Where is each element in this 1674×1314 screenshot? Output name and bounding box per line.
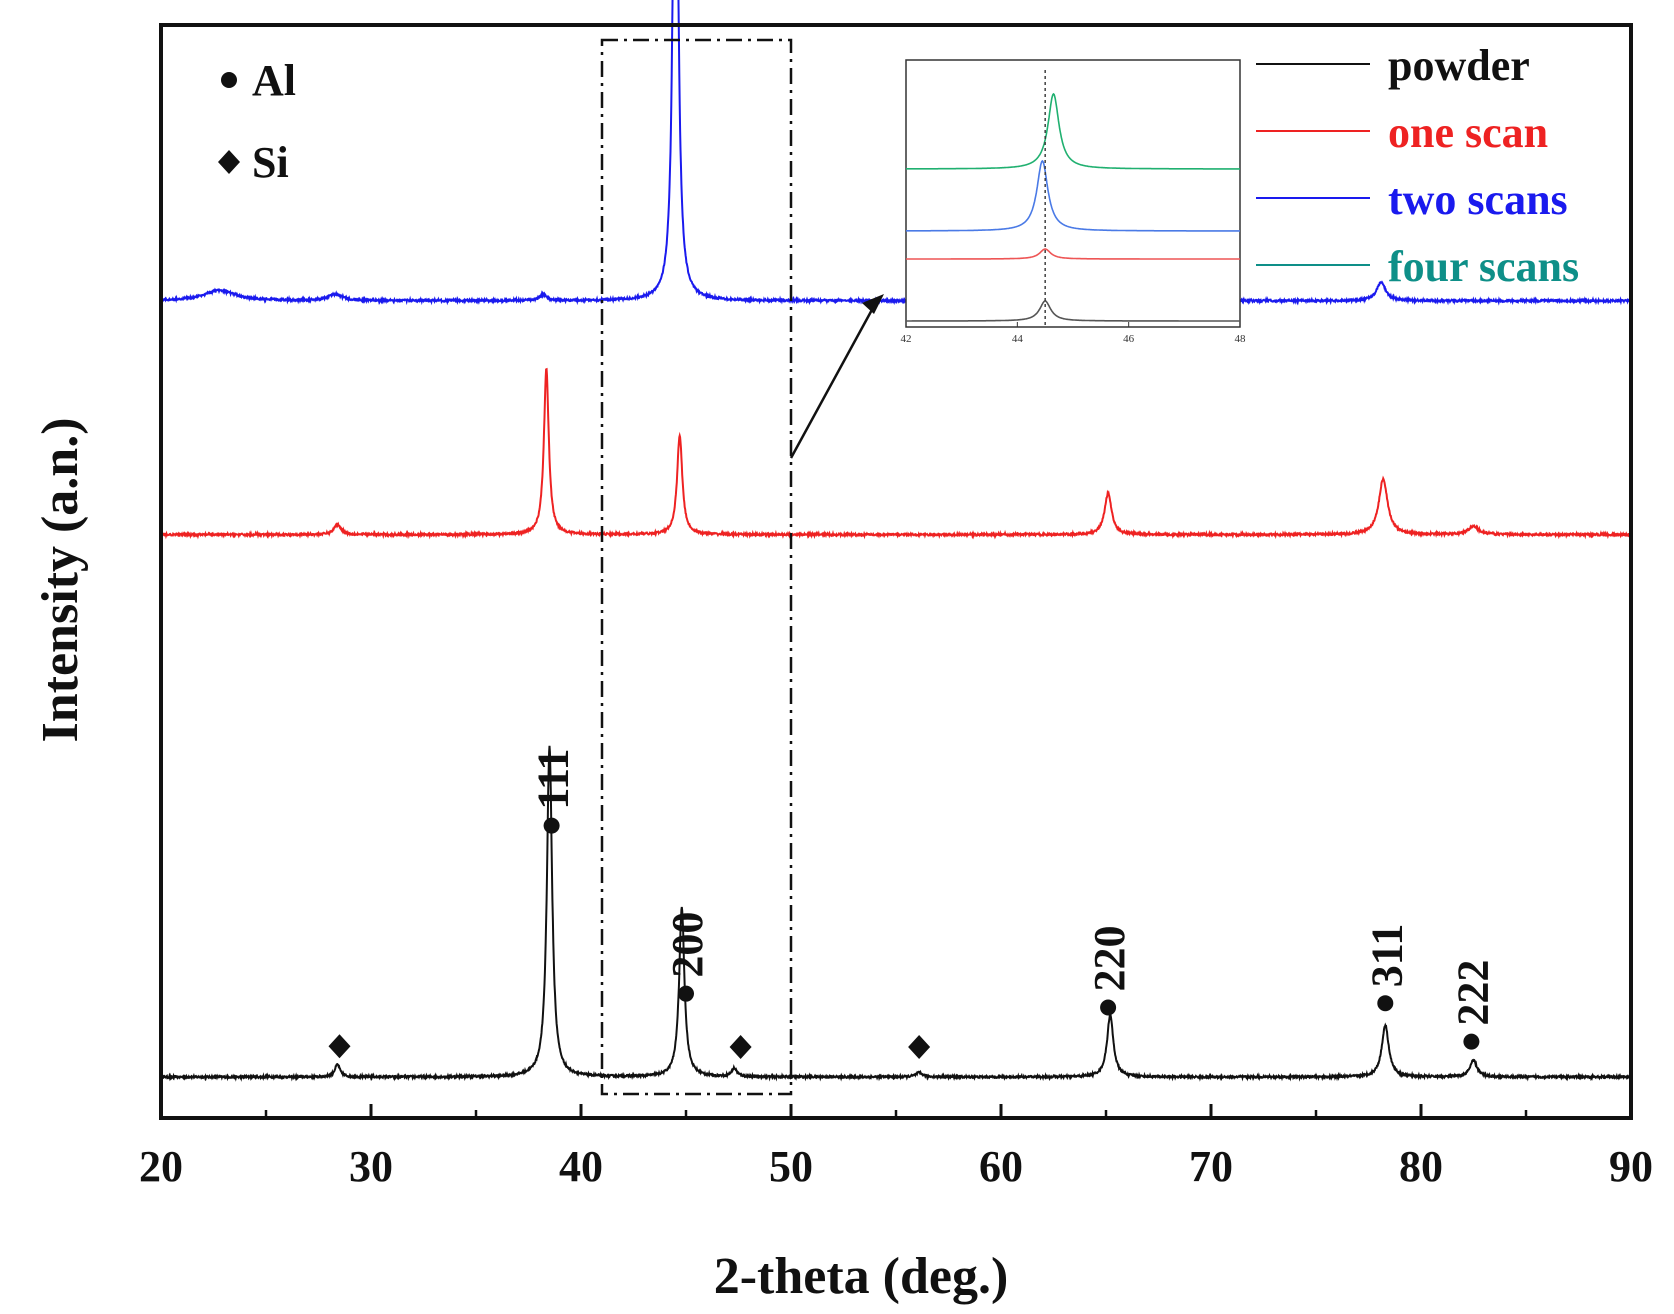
inset-line-powder: [906, 300, 1240, 322]
series-line-powder: [160, 745, 1632, 1082]
axis-layer: 20 30 40 50 60 70 80 90: [139, 23, 1653, 1191]
inset-tick-label-42: 42: [901, 333, 912, 345]
al-peak-marker-6: [1377, 995, 1394, 1012]
zoom-arrow-line: [789, 305, 876, 459]
al-peak-marker-7: [1463, 1033, 1480, 1050]
inset-tick-label-46: 46: [1123, 333, 1135, 345]
peak-label-200: 200: [663, 912, 712, 978]
zoom-arrow-head: [862, 294, 884, 314]
x-tick-label-60: 60: [979, 1142, 1023, 1191]
series-layer: [160, 0, 1632, 1082]
annotation-layer: 111 200 220 311 222: [328, 748, 1497, 1059]
marker-legend-al-symbol: [221, 72, 237, 88]
x-tick-label-20: 20: [139, 1142, 183, 1191]
inset-tick-label-44: 44: [1012, 333, 1024, 345]
peak-label-111: 111: [529, 748, 578, 809]
x-tick-label-50: 50: [769, 1142, 813, 1191]
y-axis-title: Intensity (a.n.): [32, 417, 89, 742]
zoom-layer: [600, 38, 884, 1096]
inset-line-one-scan: [906, 248, 1240, 260]
series-line-one-scan: [160, 367, 1632, 540]
si-peak-marker-3: [729, 1035, 752, 1059]
si-peak-marker-4: [908, 1035, 931, 1059]
al-peak-marker-1: [543, 817, 560, 834]
si-peak-marker-0: [328, 1034, 351, 1059]
x-tick-label-80: 80: [1399, 1142, 1443, 1191]
x-tick-label-40: 40: [559, 1142, 603, 1191]
al-peak-marker-5: [1100, 999, 1117, 1016]
legend-label-four-scans: four scans: [1388, 242, 1579, 291]
x-axis-title: 2-theta (deg.): [714, 1248, 1009, 1305]
al-peak-marker-2: [678, 985, 694, 1002]
peak-label-311: 311: [1362, 924, 1411, 988]
peak-label-222: 222: [1448, 960, 1497, 1026]
marker-legend-al-label: Al: [252, 56, 296, 105]
inset-line-two-scans: [906, 159, 1240, 232]
x-tick-label-90: 90: [1609, 1142, 1653, 1191]
inset-frame: [905, 59, 1241, 328]
inset-tick-label-48: 48: [1235, 333, 1247, 345]
legend-label-powder: powder: [1388, 41, 1530, 90]
inset-panel: 42 44 46 48: [901, 59, 1247, 345]
zoom-region-box: [600, 38, 793, 1096]
marker-legend: Al Si: [218, 56, 296, 187]
marker-legend-si-label: Si: [252, 138, 289, 187]
x-tick-label-70: 70: [1189, 1142, 1233, 1191]
inset-line-four-scans: [906, 92, 1240, 170]
legend-label-two-scans: two scans: [1388, 175, 1568, 224]
series-legend: powder one scan two scans four scans: [1256, 41, 1579, 291]
legend-label-one-scan: one scan: [1388, 108, 1548, 157]
peak-label-220: 220: [1085, 926, 1134, 992]
x-tick-label-30: 30: [349, 1142, 393, 1191]
series-line-two-scans: [160, 0, 1632, 306]
marker-legend-si-symbol: [218, 150, 240, 174]
